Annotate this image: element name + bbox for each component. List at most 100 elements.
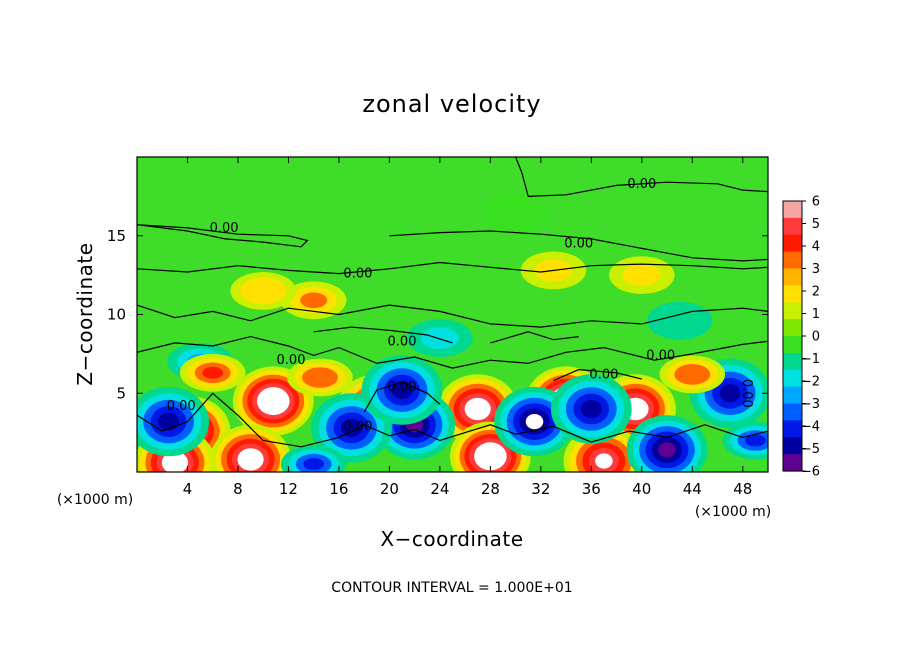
field-blob-23-level-2: [622, 264, 661, 287]
zero-contours: [137, 157, 768, 448]
colorbar-ticks: 6 5 4 3 2 1 0 −1 −2 −3 −4 −5 −6: [801, 195, 820, 480]
colorbar-swatch: [783, 217, 802, 236]
contour-label: 0.00: [589, 367, 618, 382]
colorbar-tick-label: 5: [812, 217, 820, 232]
field-blob-8-level-6: [595, 453, 613, 469]
x-tick-label: 8: [233, 480, 243, 498]
x-tick-label: 12: [279, 480, 298, 498]
colorbar-tick-label: −6: [801, 465, 820, 480]
contour-label: 0.00: [388, 334, 417, 349]
colorbar-tick-label: 1: [812, 307, 820, 322]
field-blob-26-level-2: [660, 309, 699, 332]
field-blob-5-level-8: [483, 450, 498, 463]
colorbar-tick-label: 4: [812, 240, 820, 255]
colorbar-swatch: [783, 437, 802, 455]
contour-label: 0.00: [343, 419, 372, 434]
field-blob-15-level-5: [391, 381, 413, 400]
chart-title: zonal velocity: [362, 90, 541, 118]
colorbar-tick-label: −2: [801, 375, 820, 390]
y-tick-label: 5: [116, 384, 126, 402]
field-blob-17-level-5: [580, 400, 602, 418]
velocity-field: [137, 193, 768, 472]
colorbar-swatch: [783, 268, 802, 286]
field-blob-25-level-2: [420, 327, 459, 350]
contour-interval-note: CONTOUR INTERVAL = 1.000E+01: [331, 580, 572, 596]
colorbar-swatch: [783, 454, 802, 472]
x-axis-ticks: 4 8 12 16 20 24 28 32 36 40 44 48: [183, 157, 752, 498]
field-blob-0-level-8: [266, 395, 280, 407]
zero-contour-line: [553, 368, 642, 382]
zero-contour-line: [137, 392, 768, 448]
y-axis-label: Z−coordinate: [73, 242, 97, 385]
x-unit-label: (×1000 m): [695, 504, 771, 520]
contour-labels: 0.00 0.00 0.00 0.00 0.00 0.00 0.00 0.00 0.00 0.00…: [167, 177, 754, 434]
field-blob-19-level-4: [745, 434, 766, 447]
field-blob-18-level-4: [303, 458, 325, 471]
colorbar-swatch: [783, 251, 802, 270]
zero-contour-line: [137, 261, 768, 275]
field-blob-30-level-1: [482, 193, 549, 232]
zero-contour-line: [137, 304, 768, 328]
colorbar-tick-label: 2: [812, 285, 820, 300]
x-tick-label: 32: [531, 480, 550, 498]
colorbar-swatch: [783, 285, 802, 303]
colorbar-swatch: [783, 234, 802, 253]
field-blob-14-level-5: [719, 384, 741, 403]
x-tick-label: 36: [582, 480, 601, 498]
colorbar-swatch: [783, 403, 802, 421]
colorbar-tick-label: −1: [801, 352, 820, 367]
field-blob-7-level-7: [167, 456, 183, 470]
x-tick-label: 16: [329, 480, 348, 498]
contour-label: 0.00: [210, 221, 239, 236]
field-blob-12-level-6: [525, 414, 544, 430]
colorbar-tick-label: −5: [801, 442, 820, 457]
field-blob-13-level-6: [658, 442, 676, 458]
x-tick-label: 40: [632, 480, 651, 498]
zero-contour-line: [137, 335, 768, 369]
y-tick-label: 10: [107, 306, 126, 324]
zero-contour-line: [313, 326, 453, 344]
colorbar-swatch: [783, 319, 802, 337]
colorbar-swatch: [783, 201, 802, 219]
x-tick-label: 44: [683, 480, 702, 498]
colorbar: [782, 200, 803, 472]
colorbar-swatch: [783, 352, 802, 371]
colorbar-tick-label: 6: [812, 195, 820, 210]
colorbar-tick-label: 3: [812, 262, 820, 277]
colorbar-swatch: [783, 386, 802, 405]
zero-contour-line: [137, 224, 309, 248]
zero-contour-line: [490, 331, 579, 344]
colorbar-swatch: [783, 302, 802, 320]
contour-label: 0.00: [646, 348, 675, 363]
field-blob-21-level-3: [300, 292, 328, 309]
field-blob-27-level-4: [202, 366, 224, 379]
x-tick-label: 20: [380, 480, 399, 498]
field-blob-29-level-4: [681, 368, 703, 381]
colorbar-tick-label: 0: [812, 330, 820, 345]
colorbar-swatch: [783, 336, 802, 354]
contour-label: 0.00: [388, 380, 417, 395]
zero-contour-line: [515, 157, 768, 198]
contour-label: 0.00: [627, 177, 656, 192]
colorbar-swatch: [783, 369, 802, 388]
zero-contour-line: [363, 381, 441, 413]
field-blob-6-level-7: [243, 452, 259, 466]
field-blob-11-level-5: [341, 418, 362, 437]
x-axis-label: X−coordinate: [380, 527, 523, 551]
contour-label: 0.00: [167, 399, 196, 414]
x-tick-label: 48: [733, 480, 752, 498]
contour-label: 0.00: [343, 267, 372, 282]
zero-contour-line: [389, 230, 768, 262]
colorbar-tick-label: −4: [801, 420, 820, 435]
contour-label: 0.00: [564, 237, 593, 252]
field-blob-4-level-7: [627, 402, 644, 416]
z-unit-label: (×1000 m): [57, 492, 133, 508]
colorbar-tick-label: −3: [801, 397, 820, 412]
x-tick-label: 24: [430, 480, 449, 498]
y-tick-label: 15: [107, 227, 126, 245]
field-blob-24-level-3: [249, 283, 277, 299]
plot-area: [137, 157, 768, 472]
x-tick-label: 28: [481, 480, 500, 498]
field-blob-2-level-7: [470, 402, 486, 416]
